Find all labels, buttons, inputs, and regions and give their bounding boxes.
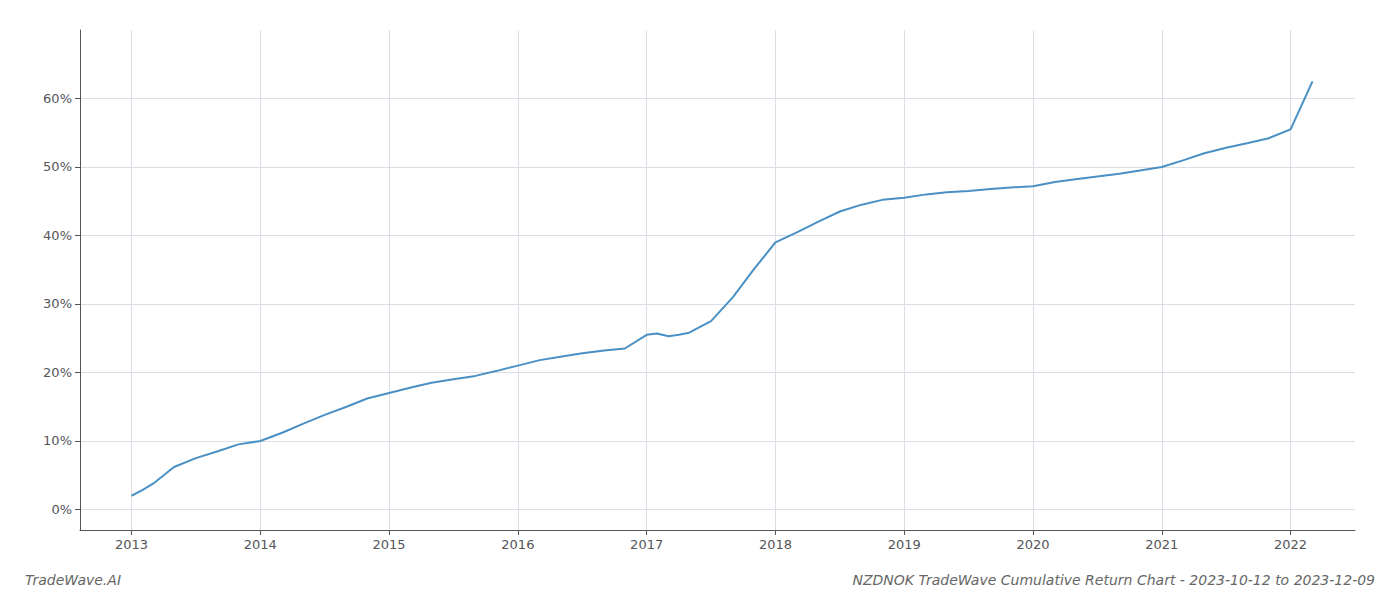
svg-text:2021: 2021: [1145, 537, 1178, 552]
svg-text:2019: 2019: [888, 537, 921, 552]
svg-text:2015: 2015: [373, 537, 406, 552]
svg-text:60%: 60%: [43, 91, 72, 106]
svg-text:2020: 2020: [1016, 537, 1049, 552]
svg-text:2017: 2017: [630, 537, 663, 552]
svg-text:20%: 20%: [43, 365, 72, 380]
svg-text:50%: 50%: [43, 159, 72, 174]
svg-text:2022: 2022: [1274, 537, 1307, 552]
svg-text:2013: 2013: [115, 537, 148, 552]
svg-text:10%: 10%: [43, 433, 72, 448]
svg-text:2014: 2014: [244, 537, 277, 552]
svg-text:NZDNOK TradeWave Cumulative Re: NZDNOK TradeWave Cumulative Return Chart…: [852, 572, 1375, 588]
svg-text:2018: 2018: [759, 537, 792, 552]
svg-text:TradeWave.AI: TradeWave.AI: [25, 572, 121, 588]
svg-text:30%: 30%: [43, 296, 72, 311]
svg-text:2016: 2016: [501, 537, 534, 552]
svg-text:0%: 0%: [51, 502, 72, 517]
svg-text:40%: 40%: [43, 228, 72, 243]
